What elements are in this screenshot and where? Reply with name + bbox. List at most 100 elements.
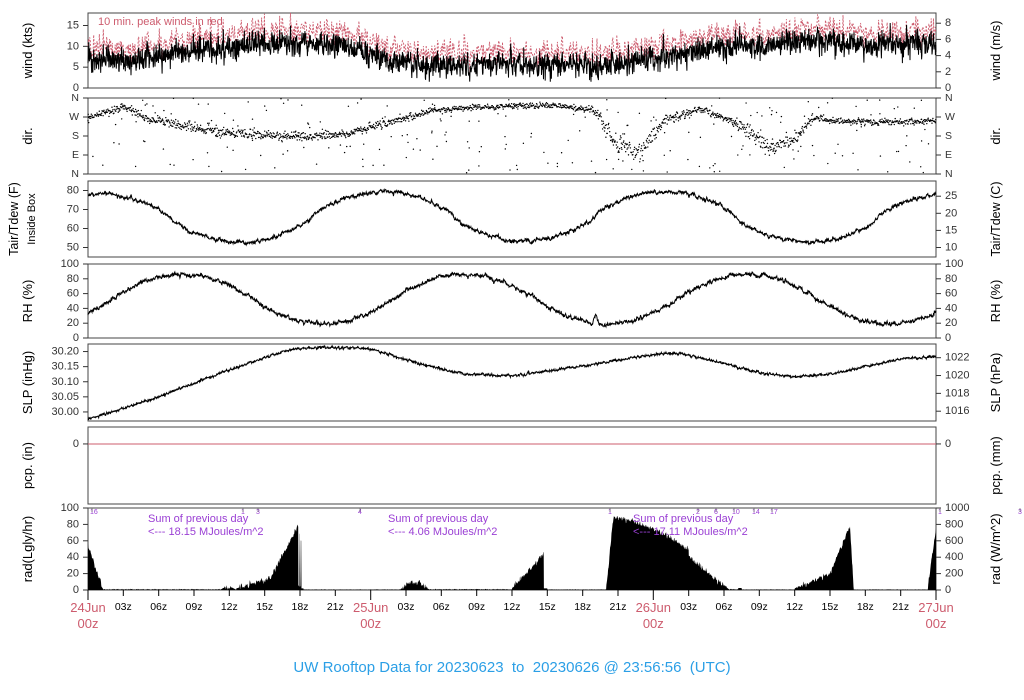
svg-text:0: 0	[945, 584, 951, 596]
svg-text:06z: 06z	[716, 601, 733, 613]
svg-text:21z: 21z	[610, 601, 627, 613]
svg-text:20: 20	[945, 207, 957, 219]
svg-text:RH (%): RH (%)	[20, 280, 35, 323]
svg-text:21z: 21z	[892, 601, 909, 613]
svg-text:00z: 00z	[78, 616, 99, 631]
svg-text:SLP (hPa): SLP (hPa)	[988, 353, 1003, 413]
svg-text:03z: 03z	[398, 601, 415, 613]
svg-text:12z: 12z	[504, 601, 521, 613]
svg-text:0: 0	[945, 332, 951, 344]
svg-text:16: 16	[90, 509, 98, 516]
svg-text:09z: 09z	[751, 601, 768, 613]
svg-text:03z: 03z	[680, 601, 697, 613]
svg-text:1000: 1000	[945, 502, 969, 514]
svg-text:rad (W/m^2): rad (W/m^2)	[988, 513, 1003, 584]
svg-text:27Jun: 27Jun	[918, 600, 953, 615]
svg-text:40: 40	[67, 551, 79, 563]
svg-text:18z: 18z	[574, 601, 591, 613]
svg-text:09z: 09z	[468, 601, 485, 613]
svg-text:40: 40	[945, 302, 957, 314]
svg-text:Sum of previous day: Sum of previous day	[388, 513, 489, 525]
svg-text:20: 20	[945, 317, 957, 329]
svg-text:UW Rooftop Data for 20230623: UW Rooftop Data for 20230623 to 20230626…	[293, 659, 730, 676]
svg-text:70: 70	[67, 204, 79, 216]
svg-text:200: 200	[945, 568, 963, 580]
svg-text:1016: 1016	[945, 405, 969, 417]
svg-text:60: 60	[67, 535, 79, 547]
svg-text:30.00: 30.00	[51, 406, 79, 418]
svg-text:30.05: 30.05	[51, 391, 79, 403]
svg-text:20: 20	[67, 317, 79, 329]
svg-text:W: W	[945, 111, 955, 123]
svg-text:pcp. (mm): pcp. (mm)	[988, 436, 1003, 495]
svg-text:30.10: 30.10	[51, 376, 79, 388]
svg-text:S: S	[72, 130, 79, 142]
svg-text:80: 80	[67, 518, 79, 530]
svg-text:N: N	[71, 168, 79, 180]
svg-text:Sum of previous day: Sum of previous day	[148, 513, 249, 525]
svg-text:Tair/Tdew (F): Tair/Tdew (F)	[7, 182, 21, 256]
svg-text:60: 60	[67, 223, 79, 235]
svg-text:18z: 18z	[857, 601, 874, 613]
svg-text:1020: 1020	[945, 370, 969, 382]
svg-text:pcp. (in): pcp. (in)	[20, 442, 35, 489]
svg-text:40: 40	[67, 302, 79, 314]
svg-text:S: S	[945, 130, 952, 142]
svg-text:80: 80	[945, 273, 957, 285]
svg-text:Inside Box: Inside Box	[26, 193, 38, 245]
svg-text:03z: 03z	[115, 601, 132, 613]
svg-text:N: N	[945, 168, 953, 180]
svg-text:30.20: 30.20	[51, 346, 79, 358]
svg-text:15: 15	[945, 224, 957, 236]
svg-text:30.15: 30.15	[51, 361, 79, 373]
svg-text:25Jun: 25Jun	[353, 600, 388, 615]
svg-text:15: 15	[67, 20, 79, 32]
svg-text:06z: 06z	[150, 601, 167, 613]
svg-text:100: 100	[61, 502, 79, 514]
svg-text:50: 50	[67, 242, 79, 254]
svg-text:wind (kts): wind (kts)	[20, 23, 35, 80]
svg-text:09z: 09z	[186, 601, 203, 613]
svg-text:400: 400	[945, 551, 963, 563]
svg-text:10: 10	[945, 242, 957, 254]
svg-text:10: 10	[732, 509, 740, 516]
svg-text:5: 5	[73, 61, 79, 73]
svg-text:0: 0	[73, 438, 79, 450]
svg-text:Tair/Tdew (C): Tair/Tdew (C)	[989, 181, 1003, 256]
svg-text:6: 6	[945, 33, 951, 45]
svg-text:60: 60	[67, 288, 79, 300]
svg-text:1022: 1022	[945, 352, 969, 364]
svg-text:4: 4	[945, 50, 951, 62]
svg-text:<--- 18.15 MJoules/m^2: <--- 18.15 MJoules/m^2	[148, 526, 264, 538]
svg-text:<--- 4.06 MJoules/m^2: <--- 4.06 MJoules/m^2	[388, 526, 497, 538]
svg-text:06z: 06z	[433, 601, 450, 613]
svg-text:00z: 00z	[926, 616, 947, 631]
svg-text:00z: 00z	[360, 616, 381, 631]
svg-text:10: 10	[67, 40, 79, 52]
svg-text:W: W	[69, 111, 79, 123]
svg-text:25: 25	[945, 190, 957, 202]
svg-text:12z: 12z	[221, 601, 238, 613]
svg-text:dir.: dir.	[20, 127, 35, 144]
svg-text:E: E	[945, 149, 952, 161]
svg-text:00z: 00z	[643, 616, 664, 631]
svg-text:SLP (inHg): SLP (inHg)	[20, 351, 35, 414]
svg-text:12z: 12z	[786, 601, 803, 613]
svg-text:N: N	[71, 92, 79, 104]
svg-text:21z: 21z	[327, 601, 344, 613]
svg-text:0: 0	[73, 584, 79, 596]
svg-text:24Jun: 24Jun	[70, 600, 105, 615]
svg-text:800: 800	[945, 518, 963, 530]
svg-text:26Jun: 26Jun	[636, 600, 671, 615]
svg-text:18z: 18z	[292, 601, 309, 613]
svg-text:8: 8	[945, 17, 951, 29]
svg-text:100: 100	[61, 258, 79, 270]
svg-text:rad(Lgly/hr): rad(Lgly/hr)	[20, 516, 35, 582]
svg-text:Sum of previous day: Sum of previous day	[633, 513, 734, 525]
svg-text:RH (%): RH (%)	[988, 280, 1003, 323]
svg-text:0: 0	[945, 438, 951, 450]
svg-text:0: 0	[73, 332, 79, 344]
svg-text:60: 60	[945, 288, 957, 300]
svg-text:17: 17	[770, 509, 778, 516]
svg-text:E: E	[72, 149, 79, 161]
